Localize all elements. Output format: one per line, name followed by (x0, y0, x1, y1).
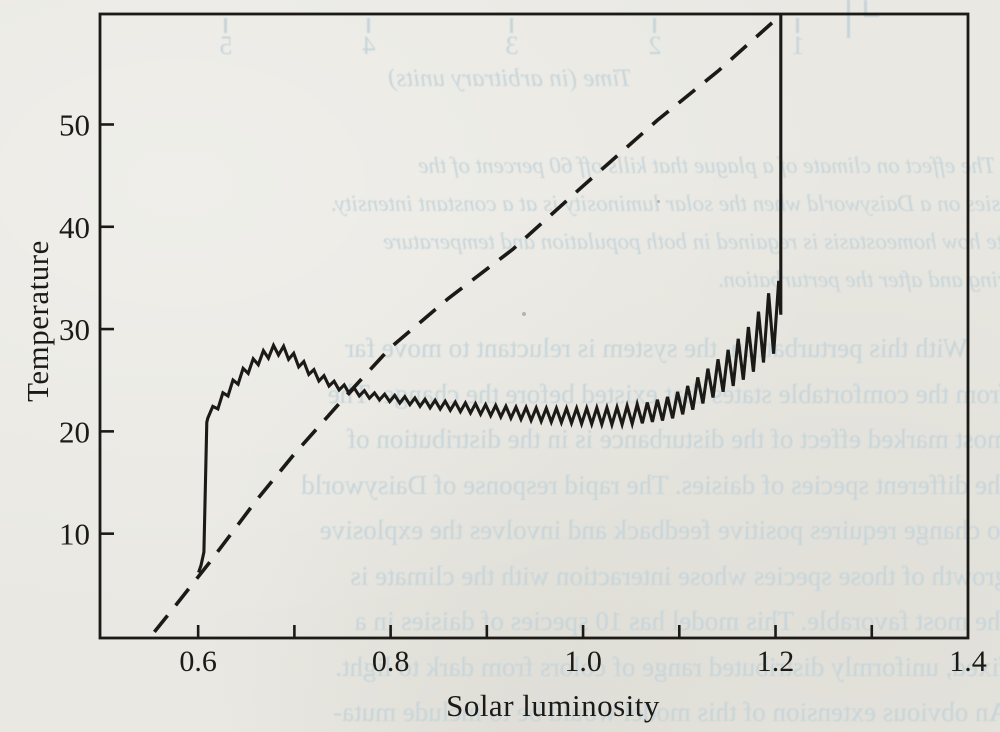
y-tick-label: 50 (59, 107, 90, 142)
x-tick-label: 1.2 (757, 645, 795, 678)
bleedthrough-axis-mark (847, 0, 850, 38)
y-axis-title: Temperature (20, 240, 55, 402)
y-tick-label: 20 (59, 414, 90, 449)
x-tick-label: 1.4 (949, 645, 987, 678)
series-lifeless-planet-temperature (152, 13, 782, 634)
paper-speck (522, 312, 526, 316)
paper-speck (657, 200, 660, 203)
y-tick-label: 40 (59, 210, 90, 245)
series-daisyworld-temperature (197, 15, 783, 573)
x-tick-label: 1.0 (564, 645, 602, 678)
y-tick-label: 30 (59, 312, 90, 347)
y-tick-label: 10 (59, 517, 90, 552)
x-axis-title: Solar luminosity (446, 688, 660, 723)
bleedthrough-axis-mark (864, 0, 867, 16)
plot-frame (98, 12, 970, 640)
x-tick-label: 0.6 (179, 645, 217, 678)
x-tick-label: 0.8 (372, 645, 410, 678)
